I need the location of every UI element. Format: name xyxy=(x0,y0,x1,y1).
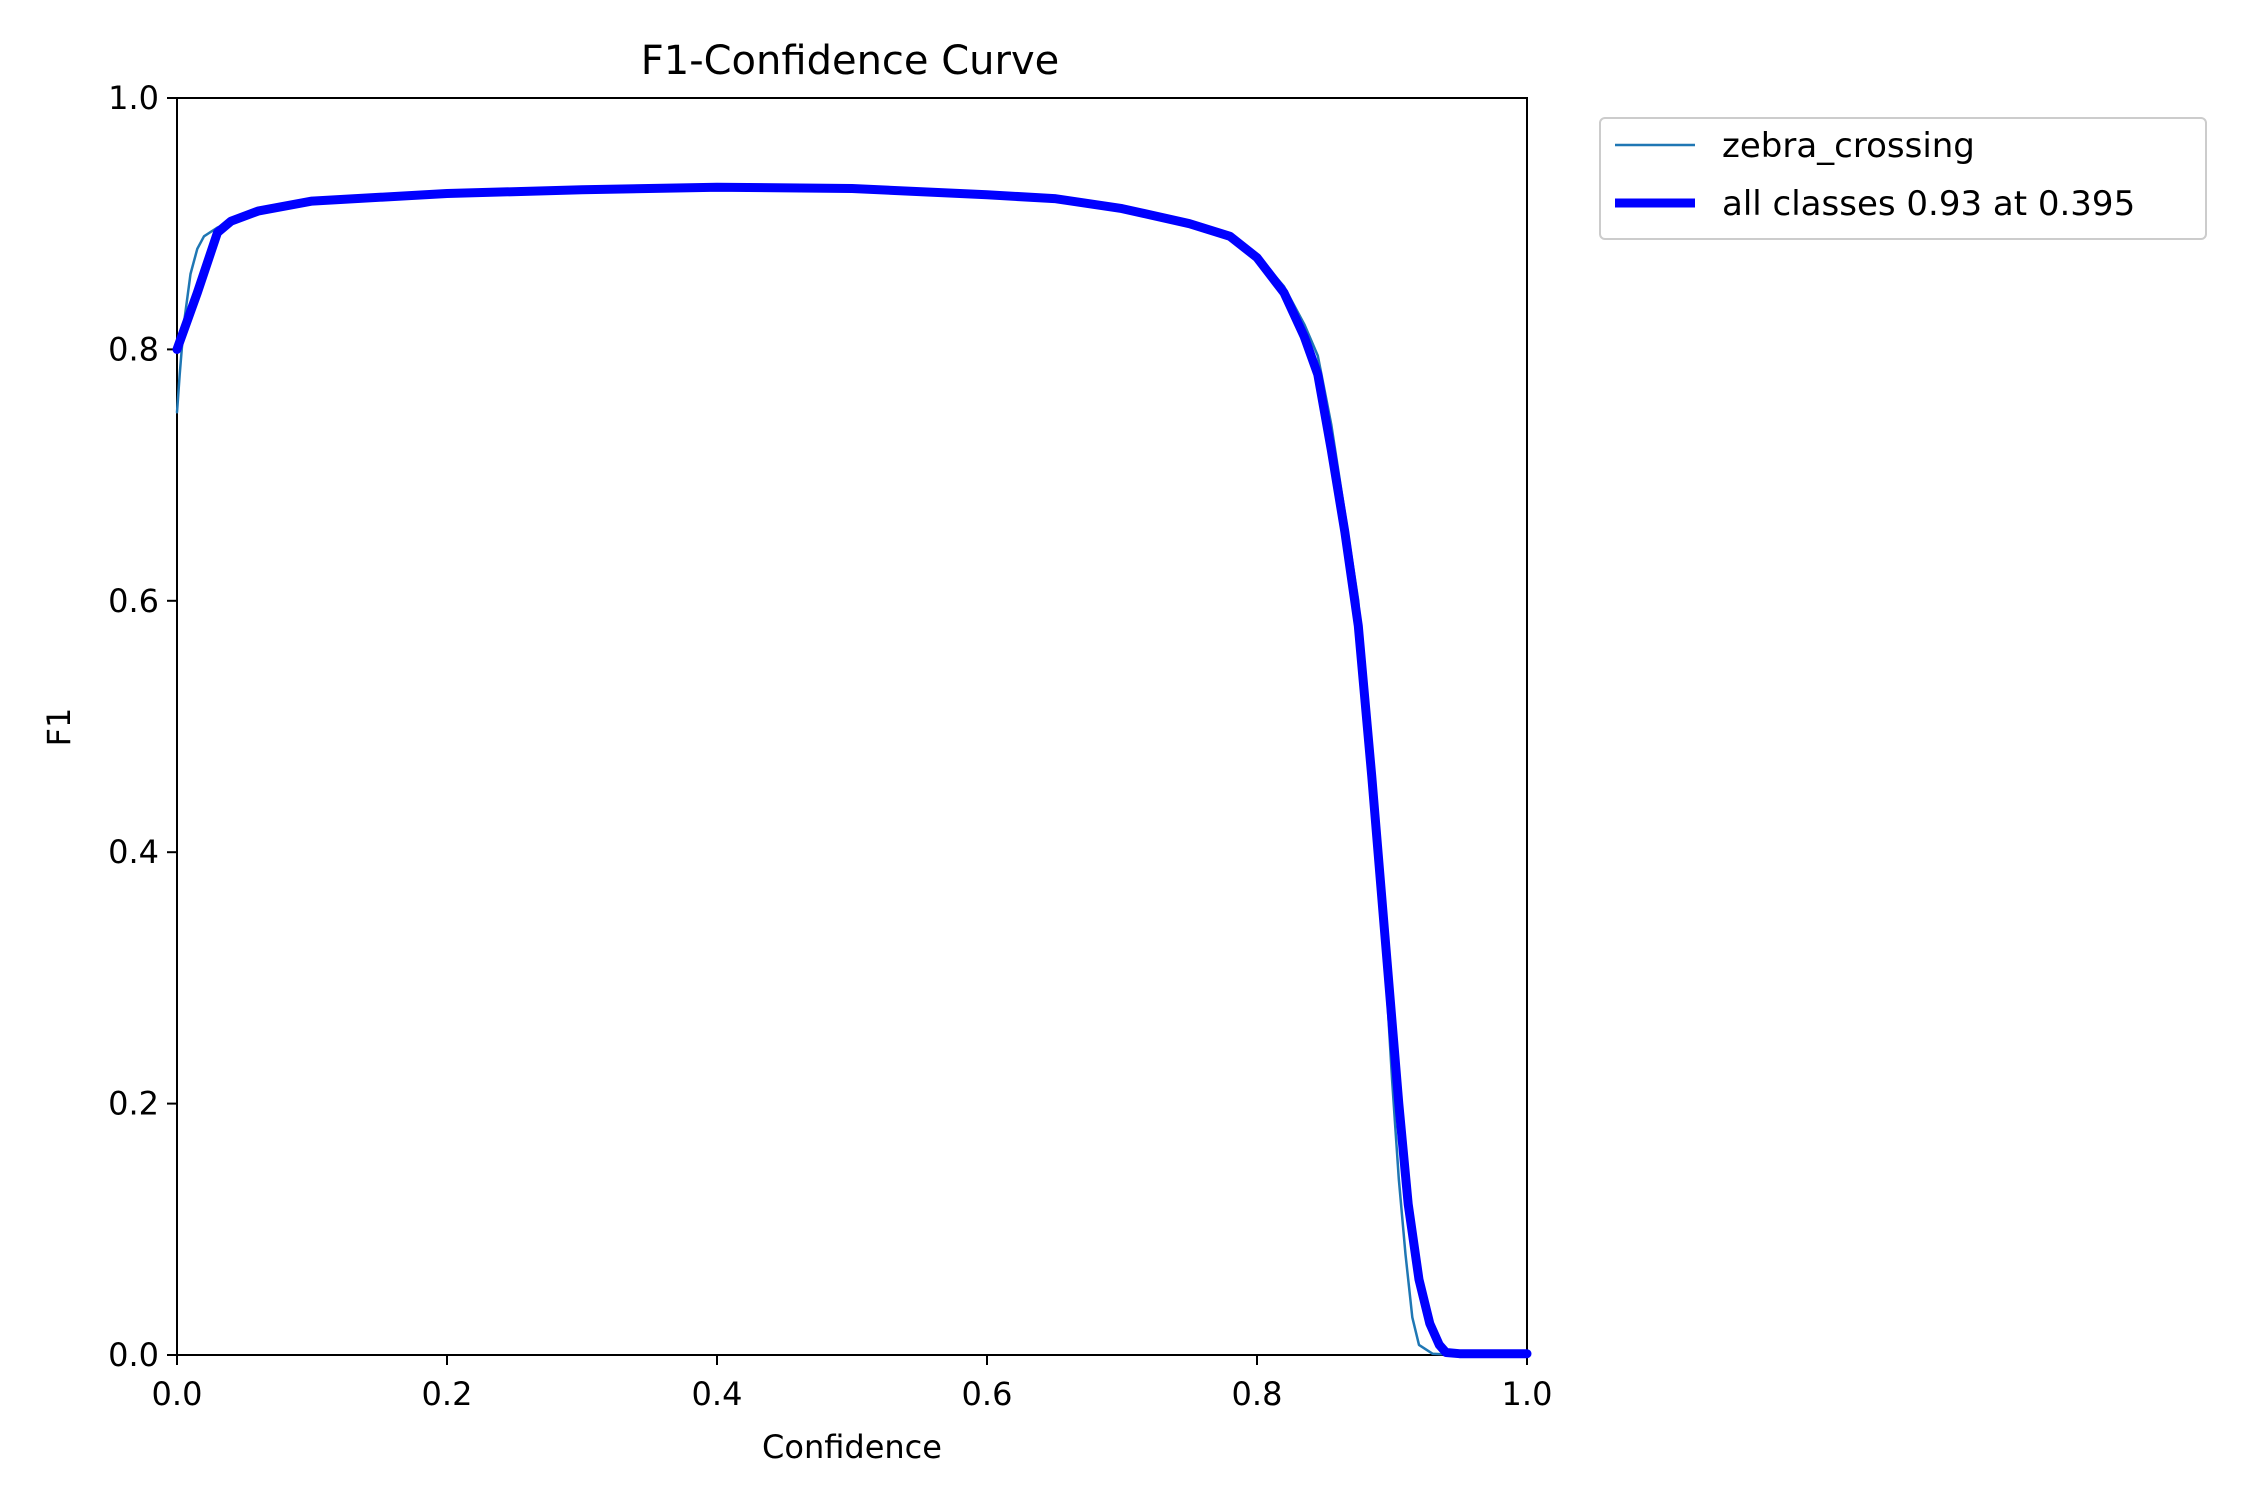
y-axis-title: F1 xyxy=(40,708,78,747)
legend-label-all-classes: all classes 0.93 at 0.395 xyxy=(1722,184,2135,224)
x-tick-label: 0.4 xyxy=(692,1375,743,1413)
axis-ticks: 0.0 0.2 0.4 0.6 0.8 1.0 0.0 0.2 0.4 0.6 0.8 1.0 xyxy=(108,79,1552,1413)
legend-box xyxy=(1599,117,2207,240)
series-lines xyxy=(172,182,1532,1359)
x-tick-label: 0.8 xyxy=(1232,1375,1283,1413)
y-tick-label: 0.2 xyxy=(108,1085,159,1123)
chart-title: F1-Confidence Curve xyxy=(641,38,1060,84)
y-tick-label: 0.0 xyxy=(108,1336,159,1374)
legend: zebra_crossing all classes 0.93 at 0.395 xyxy=(1599,117,2207,240)
y-tick-label: 1.0 xyxy=(108,79,159,117)
y-tick-label: 0.4 xyxy=(108,833,159,871)
x-tick-label: 0.6 xyxy=(962,1375,1013,1413)
x-axis-title: Confidence xyxy=(762,1428,942,1466)
series-line-all-classes xyxy=(172,182,1532,1359)
legend-label-zebra-crossing: zebra_crossing xyxy=(1722,126,1975,166)
x-tick-label: 0.0 xyxy=(152,1375,203,1413)
x-tick-label: 1.0 xyxy=(1502,1375,1553,1413)
x-tick-label: 0.2 xyxy=(422,1375,473,1413)
y-tick-label: 0.6 xyxy=(108,582,159,620)
plot-area xyxy=(176,97,1528,1356)
y-tick-label: 0.8 xyxy=(108,330,159,368)
